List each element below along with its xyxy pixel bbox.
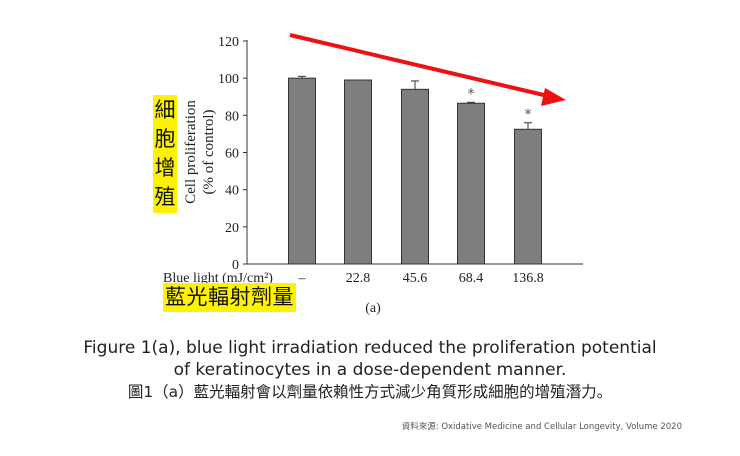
y-tick-label: 0 xyxy=(232,258,239,273)
y-tick-label: 60 xyxy=(225,147,239,162)
bar xyxy=(457,102,485,265)
bar xyxy=(401,88,429,265)
bar xyxy=(288,77,316,265)
x-axis-label: Blue light (mJ/cm²) xyxy=(163,271,273,286)
bar xyxy=(514,128,542,265)
x-tick-label: 68.4 xyxy=(459,271,484,286)
source-credit: 資料來源: Oxidative Medicine and Cellular Lo… xyxy=(401,422,682,432)
significance-marker: * xyxy=(468,86,475,102)
y-tick-label: 40 xyxy=(225,184,239,199)
caption-line-2: of keratinocytes in a dose-dependent man… xyxy=(173,360,567,380)
y-axis-label-line1: Cell proliferation xyxy=(183,100,199,204)
x-tick-label: 22.8 xyxy=(346,271,371,286)
y-tick-label: 120 xyxy=(218,35,239,50)
y-tick-label: 100 xyxy=(218,72,239,87)
y-tick-label: 80 xyxy=(225,109,239,124)
caption-line-3-chinese: 圖1（a）藍光輻射會以劑量依賴性方式減少角質形成細胞的增殖潛力。 xyxy=(127,383,613,401)
bar xyxy=(344,79,372,265)
caption-line-1: Figure 1(a), blue light irradiation redu… xyxy=(83,338,657,358)
panel-label: (a) xyxy=(365,301,381,316)
y-tick-label: 20 xyxy=(225,221,239,236)
x-tick-label: 136.8 xyxy=(512,271,544,286)
x-tick-label: – xyxy=(298,271,307,286)
y-axis-label-chinese: 細胞增殖 xyxy=(153,95,177,213)
trend-arrow xyxy=(289,33,566,106)
x-tick-label: 45.6 xyxy=(403,271,428,286)
bar-chart: 0 20 40 60 80 100 120 * * Cell proliferation (%… xyxy=(163,33,583,316)
y-axis-label-line2: (% of control) xyxy=(201,110,217,195)
x-axis-label-chinese: 藍光輻射劑量 xyxy=(163,283,296,312)
significance-marker: * xyxy=(525,107,532,123)
